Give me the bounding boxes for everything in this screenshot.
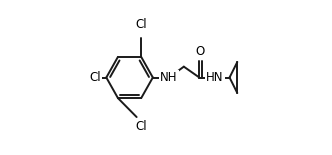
Text: Cl: Cl	[135, 120, 147, 133]
Text: NH: NH	[160, 71, 178, 84]
Text: Cl: Cl	[89, 71, 101, 84]
Text: Cl: Cl	[135, 18, 147, 31]
Text: HN: HN	[206, 71, 223, 84]
Text: O: O	[195, 45, 205, 58]
